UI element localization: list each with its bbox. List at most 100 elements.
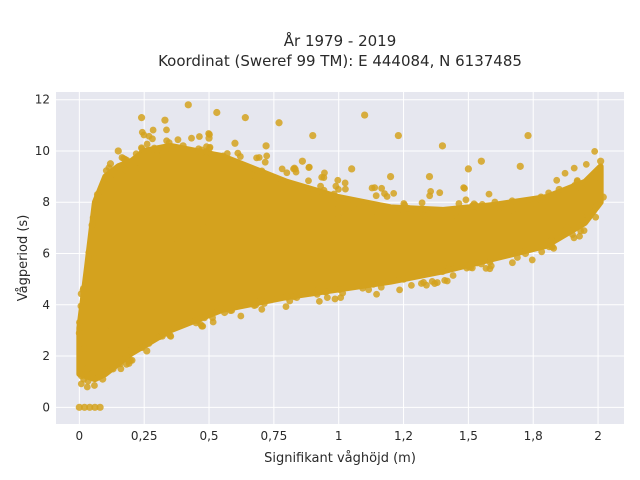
data-point — [462, 196, 470, 204]
data-point — [132, 165, 141, 173]
data-point — [545, 189, 553, 197]
data-point — [77, 372, 85, 380]
data-point — [592, 213, 600, 221]
data-point — [202, 154, 210, 161]
data-point — [579, 217, 587, 224]
data-point — [310, 194, 318, 201]
data-point — [428, 209, 436, 216]
data-point — [545, 243, 553, 251]
data-point — [516, 162, 524, 170]
data-point — [147, 155, 154, 163]
data-point — [420, 211, 428, 219]
data-point — [597, 157, 605, 165]
data-point — [84, 377, 92, 385]
data-point — [117, 365, 125, 373]
data-point — [112, 288, 120, 296]
data-point — [88, 370, 96, 378]
chart-title-line-1: År 1979 - 2019 — [284, 31, 397, 50]
data-point — [307, 289, 315, 297]
data-point — [79, 285, 87, 292]
data-point — [77, 302, 85, 310]
data-point — [282, 303, 290, 310]
data-point — [470, 202, 477, 210]
data-point — [293, 211, 301, 219]
data-point — [258, 167, 266, 175]
data-point — [374, 208, 382, 217]
data-point — [591, 147, 599, 155]
data-point — [428, 278, 436, 285]
y-tick-label: 4 — [42, 298, 50, 312]
data-point — [573, 178, 581, 186]
data-point — [137, 114, 146, 122]
data-point — [239, 297, 247, 305]
y-tick-label: 2 — [42, 349, 50, 363]
data-point — [96, 403, 104, 411]
data-point — [213, 108, 221, 117]
y-tick-label: 0 — [42, 400, 50, 414]
data-point — [88, 221, 96, 229]
data-point — [111, 171, 119, 178]
data-point — [418, 199, 426, 207]
data-point — [261, 158, 269, 166]
data-point — [201, 314, 208, 322]
data-point — [220, 308, 229, 317]
data-point — [158, 332, 166, 340]
data-point — [123, 156, 131, 164]
data-point — [343, 280, 351, 288]
data-point — [116, 360, 124, 368]
data-point — [153, 152, 161, 160]
data-point — [192, 155, 200, 163]
data-point — [495, 203, 504, 211]
data-point — [394, 210, 401, 218]
data-point — [599, 193, 607, 201]
data-point — [102, 366, 109, 374]
data-point — [464, 165, 472, 173]
data-point — [237, 312, 245, 320]
data-point — [75, 329, 83, 337]
data-point — [88, 290, 96, 299]
data-point — [310, 187, 318, 195]
data-point — [378, 184, 386, 192]
data-point — [547, 237, 555, 245]
x-tick-label: 0 — [76, 429, 84, 443]
data-point — [531, 200, 539, 207]
data-point — [315, 297, 323, 305]
data-point — [521, 249, 530, 258]
data-point — [75, 403, 83, 411]
data-point — [348, 165, 356, 173]
data-point — [390, 190, 398, 197]
data-point — [86, 403, 94, 411]
data-point — [85, 249, 93, 256]
data-point — [77, 290, 85, 298]
data-point — [508, 206, 516, 214]
data-point — [258, 305, 266, 313]
data-point — [106, 160, 115, 168]
data-point — [361, 203, 368, 211]
data-point — [89, 214, 97, 222]
data-point — [109, 365, 117, 373]
data-point — [205, 134, 213, 142]
data-point — [412, 211, 421, 219]
data-point — [404, 204, 412, 212]
data-point — [555, 185, 563, 194]
x-tick-label: 2 — [594, 429, 602, 443]
data-point — [322, 288, 330, 296]
data-point — [148, 249, 156, 258]
data-point — [174, 136, 182, 144]
data-point — [253, 154, 260, 162]
data-point — [236, 153, 244, 160]
data-point — [594, 173, 602, 181]
data-point — [394, 131, 402, 140]
data-point — [342, 185, 349, 193]
y-tick-label: 10 — [35, 144, 50, 158]
data-point — [563, 224, 571, 232]
data-point — [93, 190, 102, 199]
data-point — [283, 293, 291, 301]
data-point — [227, 307, 234, 315]
data-point — [371, 184, 379, 192]
data-point — [361, 280, 369, 288]
data-point — [76, 319, 83, 326]
data-point — [438, 267, 447, 276]
data-point — [361, 111, 369, 119]
